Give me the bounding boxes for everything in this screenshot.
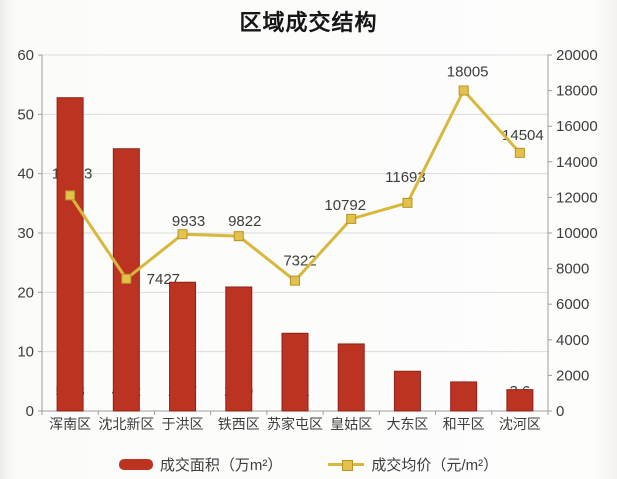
line-point-marker [290,275,300,286]
bar [450,381,478,412]
line-value-label: 9933 [172,213,205,230]
left-axis-tick-label: 30 [17,225,34,242]
bar [337,343,365,412]
x-axis-category-label: 沈北新区 [98,416,154,432]
line-point-marker [65,190,76,201]
bar [393,370,421,412]
legend-item-price: 成交均价（元/m²） [328,454,498,475]
legend-item-area: 成交面积（万m²） [118,454,283,475]
left-axis-tick-label: 60 [17,47,34,64]
chart-legend: 成交面积（万m²） 成交均价（元/m²） [0,451,617,477]
line-series-swatch [328,459,365,471]
bar-series-swatch [118,458,153,470]
right-axis-tick-label: 20000 [556,47,598,64]
x-axis-category-label: 苏家屯区 [267,416,323,432]
line-point-marker [346,213,357,224]
combo-chart-canvas: 0 10 20 30 40 50 60 0 2000 4000 6000 8000 10000 12000… [17,47,598,432]
legend-label-area: 成交面积（万m²） [159,456,283,474]
bar [225,286,253,412]
bar [281,332,309,412]
right-axis-tick-label: 16000 [556,118,598,135]
line-value-label: 10792 [324,197,366,214]
x-axis-category-label: 铁西区 [218,416,260,432]
bar [506,389,534,412]
line-point-marker [514,147,525,158]
line-value-label: 11693 [385,169,426,186]
x-axis-category-label: 大东区 [386,416,428,432]
chart-title: 区域成交结构 [239,10,378,35]
right-axis-tick-label: 18000 [556,83,598,100]
left-axis-tick-label: 0 [26,403,34,420]
right-axis-tick-label: 2000 [556,367,589,384]
left-axis-tick-label: 10 [17,344,34,361]
bar [56,97,84,412]
right-axis-tick-label: 6000 [556,296,589,313]
right-axis-tick-label: 10000 [556,225,598,242]
line-value-label: 9822 [228,213,261,230]
right-axis-tick-label: 0 [556,403,564,420]
x-axis-category-label: 浑南区 [49,416,91,432]
x-axis-category-label: 沈河区 [499,416,541,432]
line-point-marker [233,231,244,242]
legend-label-price: 成交均价（元/m²） [371,456,499,474]
line-value-label: 18005 [447,64,489,81]
line-point-marker [177,229,188,240]
line-point-marker [402,197,413,208]
line-value-label: 14504 [502,127,544,144]
line-point-marker [458,85,469,96]
left-axis-tick-label: 20 [17,284,34,301]
left-axis-tick-label: 50 [17,106,34,123]
line-point-marker [121,273,132,284]
right-axis-tick-label: 12000 [556,189,598,206]
x-axis-category-label: 皇姑区 [330,416,372,432]
right-axis-tick-label: 4000 [556,332,589,349]
right-axis-tick-label: 8000 [556,261,589,278]
left-axis-tick-label: 40 [17,166,34,183]
bar [169,281,197,412]
x-axis-category-label: 于洪区 [162,416,204,432]
line-marker-icon [342,459,354,471]
right-axis-tick-label: 14000 [556,154,598,171]
x-axis-category-label: 和平区 [443,416,485,432]
